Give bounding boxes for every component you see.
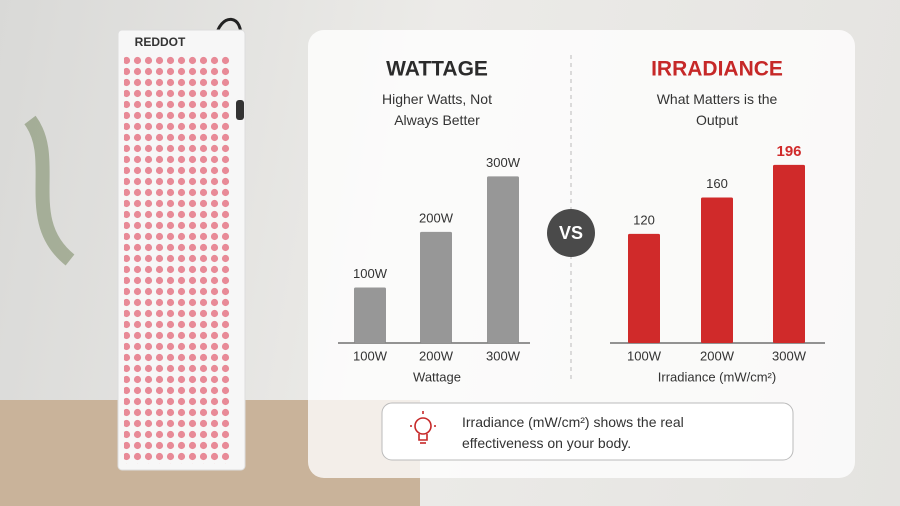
bar — [354, 287, 386, 343]
brand: REDDOT — [135, 35, 186, 49]
x-tick-label: 200W — [419, 348, 454, 363]
bulb-icon — [410, 411, 436, 444]
x-axis-label: Wattage — [413, 369, 461, 384]
value-label: 300W — [486, 155, 521, 170]
plant — [24, 115, 75, 266]
bar — [487, 176, 519, 343]
x-tick-label: 100W — [353, 348, 388, 363]
led-grid — [124, 56, 232, 464]
x-tick-label: 300W — [486, 348, 521, 363]
chart-subtitle: Higher Watts, Not Always Better — [382, 91, 492, 128]
vs-text: VS — [559, 223, 583, 243]
bar — [628, 233, 660, 343]
note-box — [381, 402, 794, 461]
value-label: 200W — [419, 210, 454, 225]
value-label: 100W — [353, 266, 388, 281]
bar — [420, 231, 452, 343]
value-label: 196 — [776, 143, 801, 160]
vs-badge — [547, 209, 595, 257]
value-label: 120 — [633, 212, 655, 227]
chart-subtitle: What Matters is the Output — [656, 91, 778, 128]
x-tick-label: 300W — [772, 348, 807, 363]
switch — [236, 100, 244, 120]
x-tick-label: 200W — [700, 348, 735, 363]
chart-title: IRRADIANCE — [651, 58, 783, 81]
x-tick-label: 100W — [627, 348, 662, 363]
chart-title: WATTAGE — [386, 58, 488, 81]
bar — [773, 164, 805, 343]
value-label: 160 — [706, 176, 728, 191]
bar — [701, 197, 733, 343]
note-text: Irradiance (mW/cm²) shows the real effec… — [462, 414, 684, 451]
x-axis-label: Irradiance (mW/cm²) — [658, 369, 776, 384]
